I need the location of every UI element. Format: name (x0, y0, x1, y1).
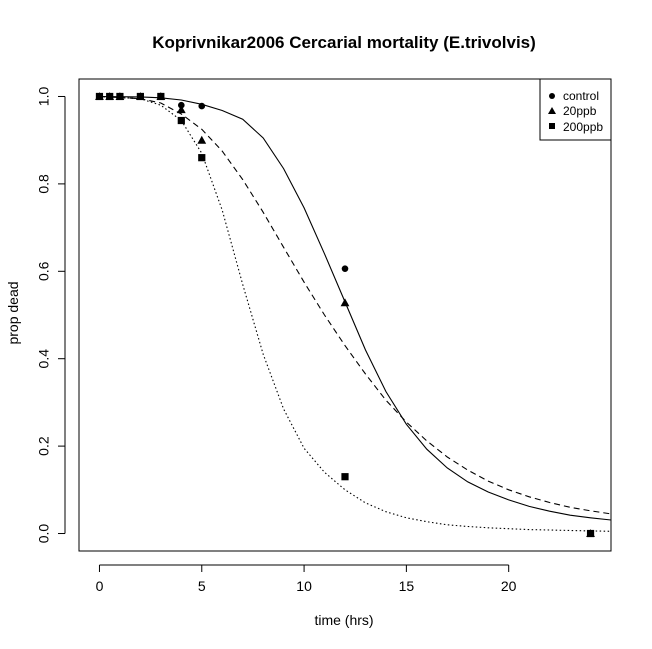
curve-control (99, 95, 611, 521)
y-axis: 0.0 0.2 0.4 0.6 0.8 1.0 (36, 87, 66, 544)
legend-entry-control: control (549, 89, 599, 103)
legend-entry-200ppb: 200ppb (549, 120, 603, 134)
x-tick-label: 15 (399, 578, 415, 594)
legend-marker-square (549, 123, 555, 129)
y-tick-label: 0.6 (36, 261, 52, 281)
y-tick-label: 1.0 (36, 87, 52, 107)
point-200ppb (136, 92, 144, 101)
plot-area (78, 78, 612, 552)
x-axis: 0 5 10 15 20 (96, 564, 517, 594)
legend-label-200ppb: 200ppb (563, 120, 603, 134)
legend: control 20ppb 200ppb (539, 78, 612, 141)
data-points (95, 92, 595, 538)
point-200ppb (177, 116, 185, 125)
fitted-curves (99, 95, 611, 532)
legend-label-20ppb: 20ppb (563, 104, 597, 118)
x-tick-label: 5 (198, 578, 206, 594)
curve-200ppb (99, 95, 611, 532)
legend-marker-circle (549, 93, 555, 99)
point-200ppb (341, 473, 349, 481)
curve-20ppb (99, 95, 611, 515)
y-tick-label: 0.4 (36, 349, 52, 369)
legend-marker-triangle (548, 107, 556, 114)
point-200ppb (116, 92, 124, 101)
y-tick-label: 0.2 (36, 436, 52, 456)
point-200ppb (586, 529, 595, 538)
x-tick-label: 10 (296, 578, 312, 594)
x-tick-label: 20 (501, 578, 517, 594)
point-20ppb (340, 298, 350, 307)
point-200ppb (157, 92, 165, 101)
y-tick-label: 0.8 (36, 174, 52, 194)
legend-entry-20ppb: 20ppb (548, 104, 597, 118)
x-axis-label: time (hrs) (314, 612, 373, 628)
legend-label-control: control (563, 89, 599, 103)
y-tick-label: 0.0 (36, 524, 52, 544)
point-control (341, 265, 349, 272)
point-200ppb (95, 92, 104, 101)
point-20ppb (176, 105, 186, 114)
chart-title: Koprivnikar2006 Cercarial mortality (E.t… (152, 33, 536, 52)
point-20ppb (197, 135, 207, 144)
y-axis-label: prop dead (5, 281, 21, 344)
point-control (198, 102, 206, 110)
x-tick-label: 0 (96, 578, 104, 594)
point-200ppb (106, 92, 114, 101)
point-200ppb (198, 154, 206, 162)
